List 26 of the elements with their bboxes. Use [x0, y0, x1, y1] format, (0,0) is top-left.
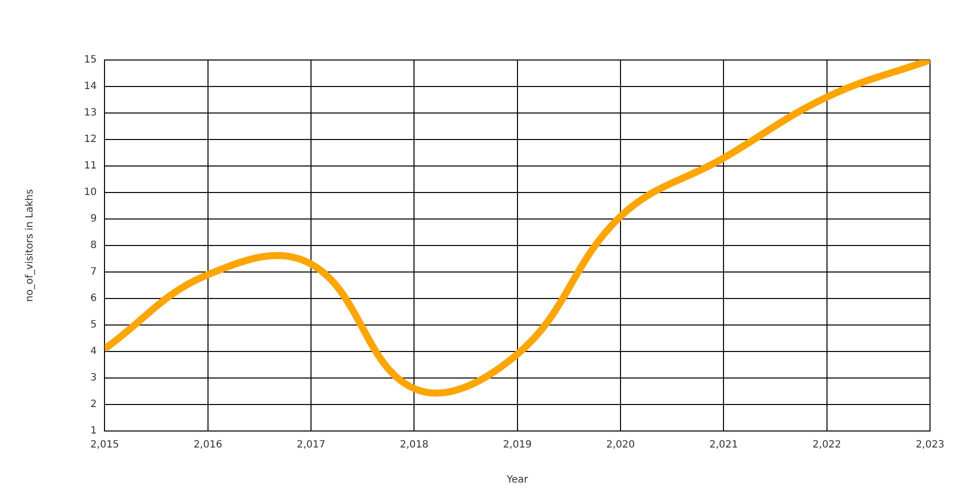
y-tick-label: 13 [84, 108, 97, 119]
x-tick-label: 2,021 [709, 440, 738, 451]
y-tick-label: 8 [90, 240, 97, 252]
y-tick-label: 7 [90, 266, 97, 278]
y-tick-label: 2 [90, 399, 97, 410]
y-tick-label: 11 [84, 160, 97, 172]
x-tick-label: 2,022 [812, 440, 842, 451]
y-tick-label: 1 [90, 426, 97, 437]
y-tick-label: 9 [90, 214, 97, 225]
y-tick-label: 15 [84, 54, 97, 66]
x-tick-label: 2,015 [90, 440, 120, 451]
y-tick-label: 5 [90, 320, 97, 331]
y-tick-label: 10 [84, 187, 97, 198]
x-axis-title: Year [506, 474, 529, 486]
x-tick-label: 2,023 [916, 440, 944, 451]
x-tick-label: 2,016 [194, 440, 222, 451]
x-tick-label: 2,020 [606, 440, 635, 451]
y-tick-label: 6 [90, 293, 97, 304]
y-axis-title: no_of_visitors in Lakhs [24, 189, 36, 302]
x-tick-label: 2,019 [503, 440, 532, 451]
x-tick-label: 2,018 [400, 440, 429, 451]
y-tick-label: 14 [84, 81, 97, 92]
y-tick-label: 12 [84, 134, 97, 146]
y-tick-label: 4 [90, 346, 97, 358]
y-tick-label: 3 [90, 372, 97, 384]
x-tick-label: 2,017 [296, 440, 326, 451]
